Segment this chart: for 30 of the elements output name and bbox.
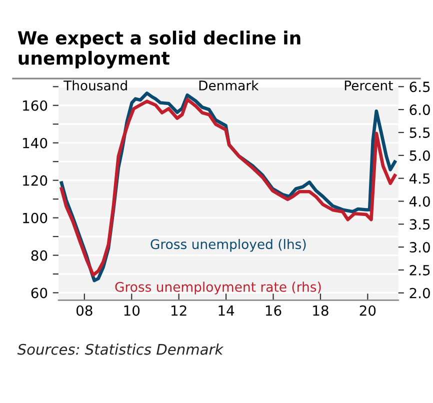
- series-label: Gross unemployment rate (rhs): [115, 282, 321, 294]
- y2-tick-label: 4.5: [409, 173, 430, 184]
- x-tick-label: 12: [172, 305, 186, 316]
- x-tick-label: 16: [266, 305, 282, 316]
- annotation: Percent: [344, 80, 393, 90]
- x-tick-label: 08: [76, 305, 92, 316]
- x-tick-label: 14: [218, 306, 234, 316]
- y2-tick-label: 5.5: [410, 128, 430, 138]
- y2-tick-label: 3.5: [410, 219, 430, 230]
- y-tick-label: 140: [23, 138, 48, 148]
- y2-tick-label: 2.0: [410, 288, 430, 298]
- y2-tick-label: 6.5: [410, 82, 430, 92]
- y2-tick-label: 5.0: [410, 150, 430, 161]
- y2-tick-label: 2.5: [410, 264, 430, 276]
- y2-tick-label: 3.0: [410, 242, 430, 253]
- chart-title: We expect a solid decline in unemployment: [18, 30, 300, 69]
- y-tick-label: 60: [31, 288, 48, 298]
- x-tick-label: 18: [313, 305, 328, 316]
- y-tick-label: 100: [23, 212, 48, 224]
- y-tick-label: 160: [23, 100, 48, 111]
- y-tick-label: 120: [23, 175, 48, 186]
- x-tick-label: 10: [124, 305, 140, 316]
- annotation: Denmark: [199, 80, 259, 90]
- y-tick-label: 80: [31, 250, 48, 261]
- text: Gross unemployed (lhs): [150, 238, 306, 252]
- x-tick-label: 20: [360, 305, 376, 316]
- source-note: Sources: Statistics Denmark: [17, 344, 224, 355]
- annotation: Thousand: [64, 80, 127, 90]
- y2-tick-label: 4.0: [409, 196, 430, 207]
- y2-tick-label: 6.0: [410, 104, 430, 116]
